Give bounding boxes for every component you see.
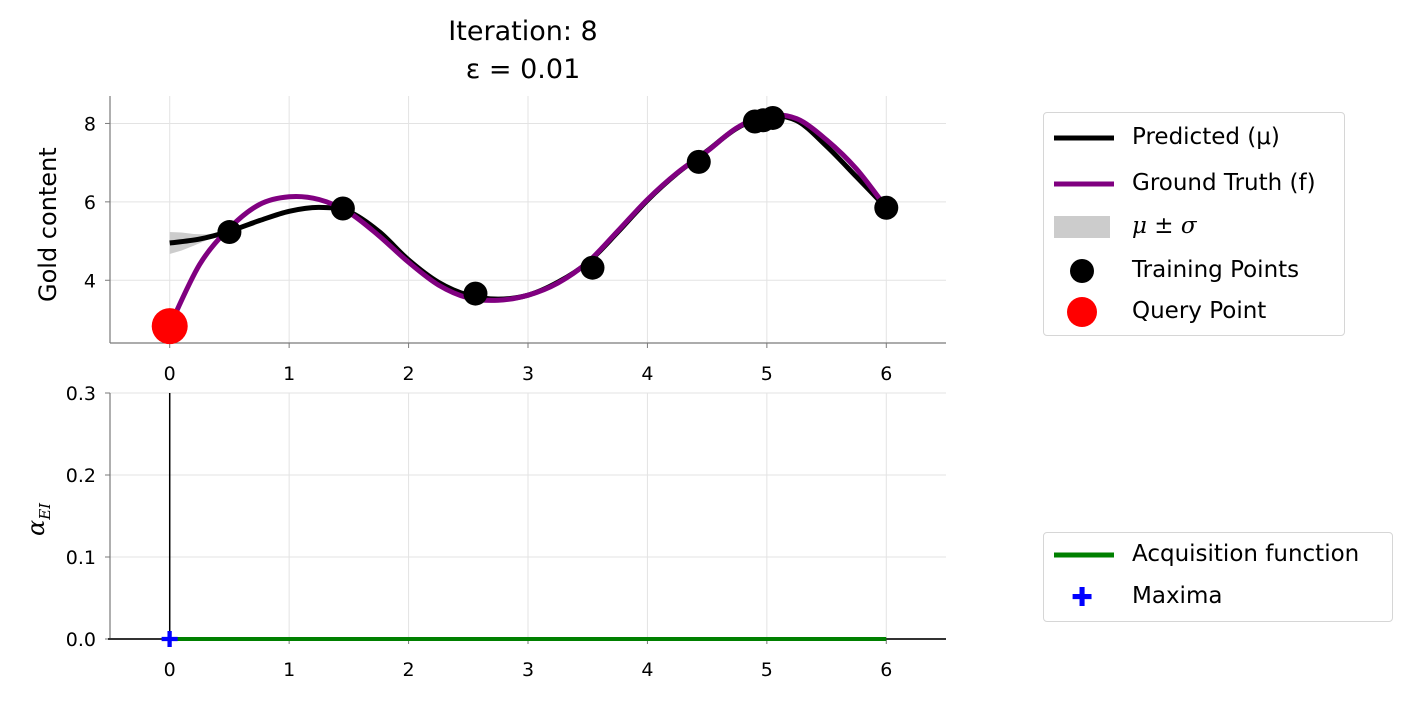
legend-label-maxima: Maxima: [1132, 583, 1223, 609]
bottom-x-tick-label: 5: [761, 659, 773, 681]
training-point: [686, 149, 711, 174]
top-y-tick-label: 8: [84, 113, 96, 135]
query-marker-key: [1067, 297, 1097, 327]
legend-item-training: Training Points: [1044, 256, 1344, 286]
top-y-tick-label: 4: [84, 270, 96, 292]
sigma-band: [169, 231, 230, 255]
legend-item-query: Query Point: [1044, 297, 1344, 327]
bottom-y-tick-label: 0.3: [66, 383, 96, 405]
top-y-tick-label: 6: [84, 192, 96, 214]
training-point: [217, 220, 242, 245]
legend-label-predicted: Predicted (μ): [1132, 124, 1280, 150]
chart-title-iteration: Iteration: 8: [448, 16, 598, 47]
legend-label-query: Query Point: [1132, 298, 1267, 324]
legend-item-ground-truth: Ground Truth (f): [1044, 169, 1344, 199]
maxima-marker-key: ✚: [1071, 583, 1093, 612]
top-x-tick-label: 5: [761, 363, 773, 385]
maxima-marker: ✚: [160, 628, 178, 653]
bottom-y-tick-label: 0.2: [66, 465, 96, 487]
top-plot-area: [151, 105, 899, 345]
training-marker-key: [1070, 259, 1094, 283]
legend-label-ground-truth: Ground Truth (f): [1132, 170, 1316, 196]
bottom-x-tick-label: 1: [283, 659, 295, 681]
legend-item-predicted: Predicted (μ): [1044, 123, 1344, 153]
bottom-y-tick-label: 0.0: [66, 629, 96, 651]
bottom-x-tick-label: 4: [641, 659, 653, 681]
training-point: [330, 196, 355, 221]
top-x-tick-label: 1: [283, 363, 295, 385]
bottom-y-axis-label: αEI: [22, 502, 54, 536]
predicted-line-key: [1054, 135, 1114, 141]
top-x-tick-label: 6: [880, 363, 892, 385]
legend-item-maxima: ✚ Maxima: [1044, 582, 1392, 612]
bottom-x-tick-label: 3: [522, 659, 534, 681]
bottom-y-tick-label: 0.1: [66, 547, 96, 569]
bottom-plot-area: ✚: [108, 393, 946, 653]
top-x-tick-label: 4: [641, 363, 653, 385]
svg-text:✚: ✚: [1071, 583, 1093, 612]
training-point: [580, 255, 605, 280]
bottom-axes: 0 1 2 3 4 5 6 0.0 0.1 0.2 0.3: [66, 383, 946, 681]
acquisition-line-key: [1054, 552, 1114, 558]
legend-item-band: μ ± σ: [1044, 212, 1344, 242]
query-point: [151, 308, 188, 345]
top-legend: Predicted (μ) Ground Truth (f) μ ± σ Tra…: [1043, 112, 1345, 336]
training-point: [463, 281, 488, 306]
legend-label-training: Training Points: [1132, 257, 1300, 283]
bottom-x-tick-label: 0: [164, 659, 176, 681]
legend-label-band: μ ± σ: [1132, 213, 1197, 239]
top-x-tick-label: 2: [403, 363, 415, 385]
top-x-tick-label: 0: [164, 363, 176, 385]
legend-label-acquisition: Acquisition function: [1132, 541, 1360, 567]
training-point: [874, 195, 899, 220]
bottom-legend: Acquisition function ✚ Maxima: [1043, 532, 1393, 622]
bottom-x-tick-label: 6: [880, 659, 892, 681]
ground-truth-line-key: [1054, 181, 1114, 187]
band-patch-key: [1054, 216, 1110, 238]
training-point: [760, 105, 785, 130]
top-x-tick-label: 3: [522, 363, 534, 385]
legend-item-acquisition: Acquisition function: [1044, 540, 1392, 570]
top-y-axis-label: Gold content: [34, 147, 62, 302]
chart-title-epsilon: ε = 0.01: [465, 54, 581, 85]
bottom-x-tick-label: 2: [403, 659, 415, 681]
